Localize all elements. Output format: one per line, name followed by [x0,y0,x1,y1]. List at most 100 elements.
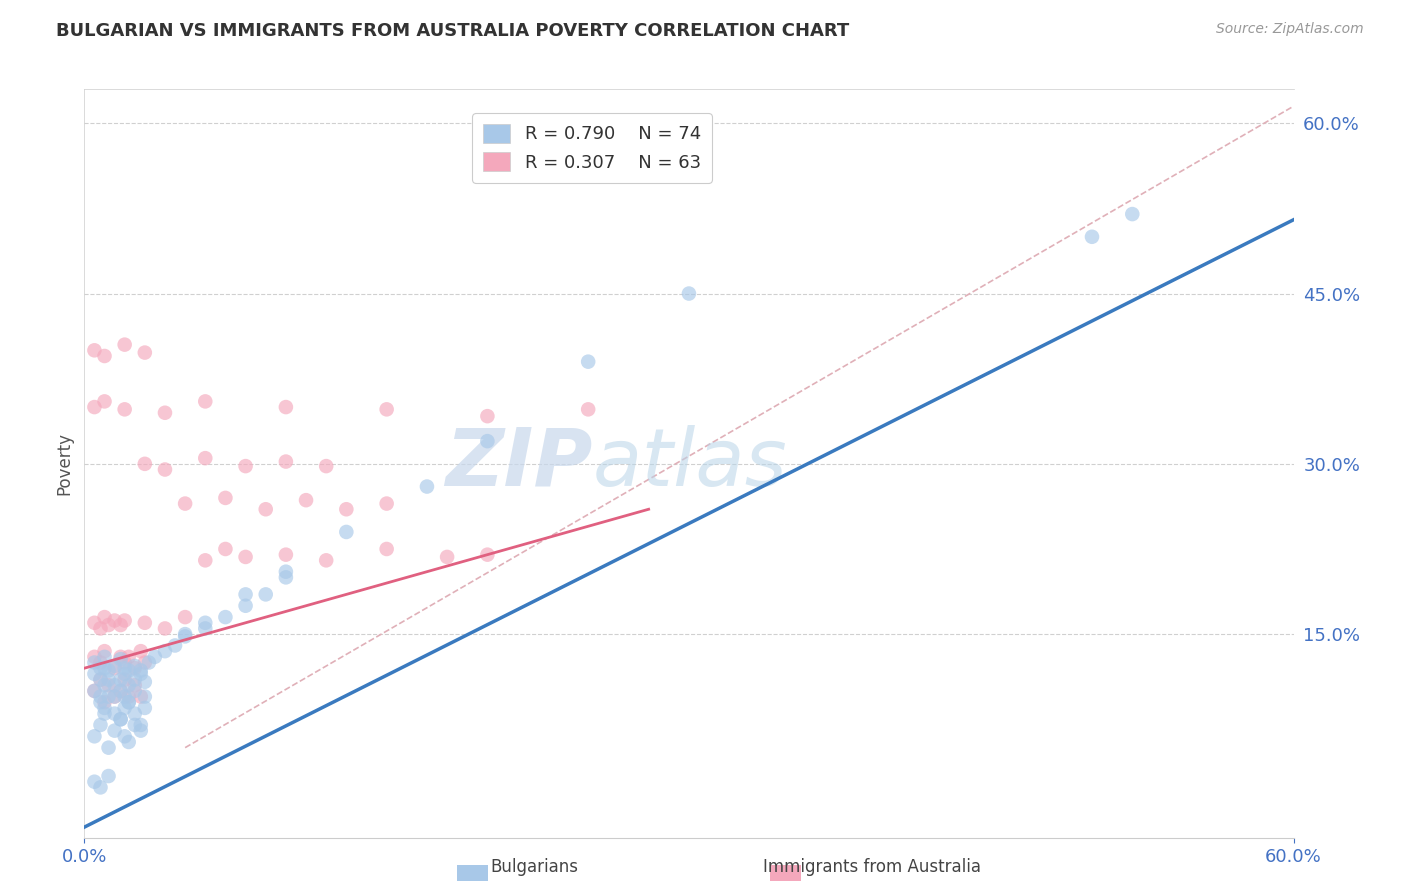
Point [110,712,132,726]
Point [174,610,197,624]
Point [678,286,700,301]
Text: BULGARIAN VS IMMIGRANTS FROM AUSTRALIA POVERTY CORRELATION CHART: BULGARIAN VS IMMIGRANTS FROM AUSTRALIA P… [56,22,849,40]
Point [124,673,146,687]
Point [1121,207,1143,221]
Point [114,656,136,670]
Point [153,462,176,476]
Point [174,497,197,511]
Point [274,548,297,562]
Point [104,723,127,738]
Point [274,454,297,468]
Point [97,740,120,755]
Point [235,549,257,564]
Point [110,684,132,698]
Point [93,349,115,363]
Point [83,400,105,414]
Point [89,656,111,670]
Point [110,649,132,664]
Point [129,644,152,658]
Point [134,674,156,689]
Point [134,690,156,704]
Point [83,656,105,670]
Point [254,587,277,601]
Point [194,394,217,409]
Point [153,622,176,636]
Point [89,622,111,636]
Point [143,649,166,664]
Point [89,673,111,687]
Point [477,548,499,562]
Point [118,649,141,664]
Point [174,629,197,643]
Point [104,690,127,704]
Point [118,678,141,692]
Point [129,718,152,732]
Text: atlas: atlas [592,425,787,503]
Point [110,673,132,687]
Point [129,666,152,681]
Point [114,690,136,704]
Point [93,695,115,709]
Point [89,673,111,687]
Point [235,459,257,474]
Point [83,615,105,630]
Point [110,618,132,632]
Point [93,649,115,664]
Point [93,701,115,715]
Point [194,553,217,567]
Text: Source: ZipAtlas.com: Source: ZipAtlas.com [1216,22,1364,37]
Point [315,459,337,474]
Point [97,618,120,632]
Point [89,690,111,704]
Text: ZIP: ZIP [444,425,592,503]
Point [114,701,136,715]
Point [416,479,439,493]
Point [97,673,120,687]
Point [114,729,136,743]
Point [104,706,127,721]
Point [114,337,136,351]
Y-axis label: Poverty: Poverty [55,433,73,495]
Point [153,644,176,658]
Point [114,661,136,675]
Text: Bulgarians: Bulgarians [491,858,578,876]
Point [274,570,297,584]
Point [118,664,141,678]
Point [83,684,105,698]
Point [110,712,132,726]
Point [194,615,217,630]
Point [124,684,146,698]
Point [89,695,111,709]
Point [89,780,111,795]
Point [576,354,599,368]
Point [83,343,105,358]
Point [134,656,156,670]
Point [375,402,398,417]
Point [235,599,257,613]
Point [118,735,141,749]
Point [93,661,115,675]
Point [89,718,111,732]
Point [114,402,136,417]
Point [110,652,132,666]
Point [214,610,236,624]
Point [97,769,120,783]
Point [129,664,152,678]
Point [83,649,105,664]
Point [134,345,156,359]
Point [436,549,458,564]
Point [1081,229,1104,244]
Point [235,587,257,601]
Point [214,541,236,556]
Point [174,627,197,641]
Point [110,684,132,698]
Point [134,615,156,630]
Point [104,661,127,675]
Point [97,678,120,692]
Point [93,706,115,721]
Point [114,673,136,687]
Point [335,524,357,539]
Point [129,723,152,738]
Point [335,502,357,516]
Point [83,666,105,681]
